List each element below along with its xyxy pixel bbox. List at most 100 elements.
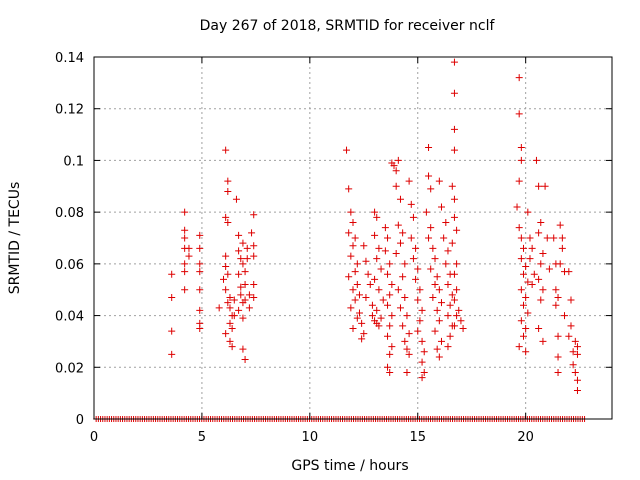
data-point: [427, 265, 435, 273]
data-point: [373, 213, 381, 221]
data-point: [224, 270, 232, 278]
y-axis-label: SRMTID / TECUs: [7, 182, 23, 295]
data-point: [181, 268, 189, 276]
data-point: [351, 268, 359, 276]
data-point: [401, 293, 409, 301]
data-point: [401, 260, 409, 268]
data-point: [355, 291, 363, 299]
data-point: [522, 325, 530, 332]
data-point: [355, 309, 363, 317]
data-point: [250, 242, 258, 250]
data-point: [427, 224, 435, 232]
data-point: [362, 293, 370, 301]
data-point: [524, 278, 532, 286]
data-point: [239, 345, 247, 353]
data-point: [403, 312, 411, 320]
data-point: [168, 327, 176, 335]
data-point: [431, 281, 439, 289]
data-point: [520, 244, 528, 252]
data-point: [537, 296, 545, 304]
data-point: [235, 270, 243, 278]
data-point: [394, 221, 402, 229]
data-point: [535, 229, 543, 237]
data-point: [429, 293, 437, 301]
data-point: [517, 234, 525, 242]
data-point: [373, 306, 381, 314]
data-point: [381, 224, 389, 232]
data-point: [520, 270, 528, 278]
data-point: [386, 350, 394, 358]
data-points: [168, 58, 581, 395]
chart-title: Day 267 of 2018, SRMTID for receiver ncl…: [200, 18, 496, 34]
data-point: [528, 244, 536, 252]
data-point: [235, 306, 243, 314]
data-point: [392, 250, 400, 258]
data-point: [407, 200, 415, 208]
data-point: [453, 260, 461, 268]
data-point: [545, 265, 553, 273]
data-point: [427, 185, 435, 193]
data-point: [420, 348, 428, 356]
data-point: [222, 262, 230, 270]
data-point: [196, 268, 204, 276]
data-point: [414, 296, 422, 304]
data-point: [366, 281, 374, 289]
data-point: [535, 325, 543, 332]
data-point: [185, 252, 193, 260]
data-point: [353, 281, 361, 289]
data-point: [250, 293, 258, 301]
data-point: [358, 319, 366, 327]
data-point: [388, 281, 396, 289]
data-point: [561, 312, 569, 320]
data-point: [226, 304, 234, 312]
data-point: [181, 286, 189, 294]
data-point: [437, 337, 445, 345]
data-point: [239, 239, 247, 247]
data-point: [440, 234, 448, 242]
data-point: [420, 368, 428, 376]
data-point: [386, 260, 394, 268]
data-point: [168, 270, 176, 278]
data-point: [569, 348, 577, 356]
data-point: [425, 172, 433, 180]
data-point: [554, 353, 562, 361]
data-point: [239, 260, 247, 268]
data-point: [418, 358, 426, 366]
data-point: [453, 226, 461, 234]
data-point: [407, 234, 415, 242]
data-point: [431, 255, 439, 263]
data-point: [248, 229, 256, 237]
data-point: [418, 337, 426, 345]
data-point: [535, 275, 543, 283]
data-point: [222, 286, 230, 294]
data-point: [522, 262, 530, 270]
y-tick-label: 0.08: [55, 206, 84, 221]
data-point: [558, 244, 566, 252]
data-point: [351, 296, 359, 304]
data-point: [459, 325, 467, 332]
data-point: [433, 273, 441, 281]
data-point: [250, 281, 258, 289]
data-point: [515, 177, 523, 185]
data-point: [226, 293, 234, 301]
data-point: [425, 144, 433, 151]
y-tick-label: 0.1: [63, 154, 84, 169]
data-point: [220, 275, 227, 283]
axis-ticks: [93, 56, 612, 420]
data-point: [379, 296, 387, 304]
data-point: [522, 293, 530, 301]
data-point: [226, 337, 234, 345]
data-point: [196, 244, 204, 252]
data-point: [522, 348, 530, 356]
y-tick-label: 0.04: [55, 310, 84, 325]
data-point: [237, 291, 245, 299]
data-point: [517, 317, 525, 325]
y-tick-label: 0.12: [55, 103, 84, 118]
data-point: [543, 234, 551, 242]
y-tick-label: 0.06: [55, 258, 84, 273]
data-point: [567, 322, 575, 330]
data-point: [513, 203, 521, 211]
data-point: [215, 304, 223, 312]
data-point: [517, 255, 525, 263]
data-point: [448, 239, 456, 247]
